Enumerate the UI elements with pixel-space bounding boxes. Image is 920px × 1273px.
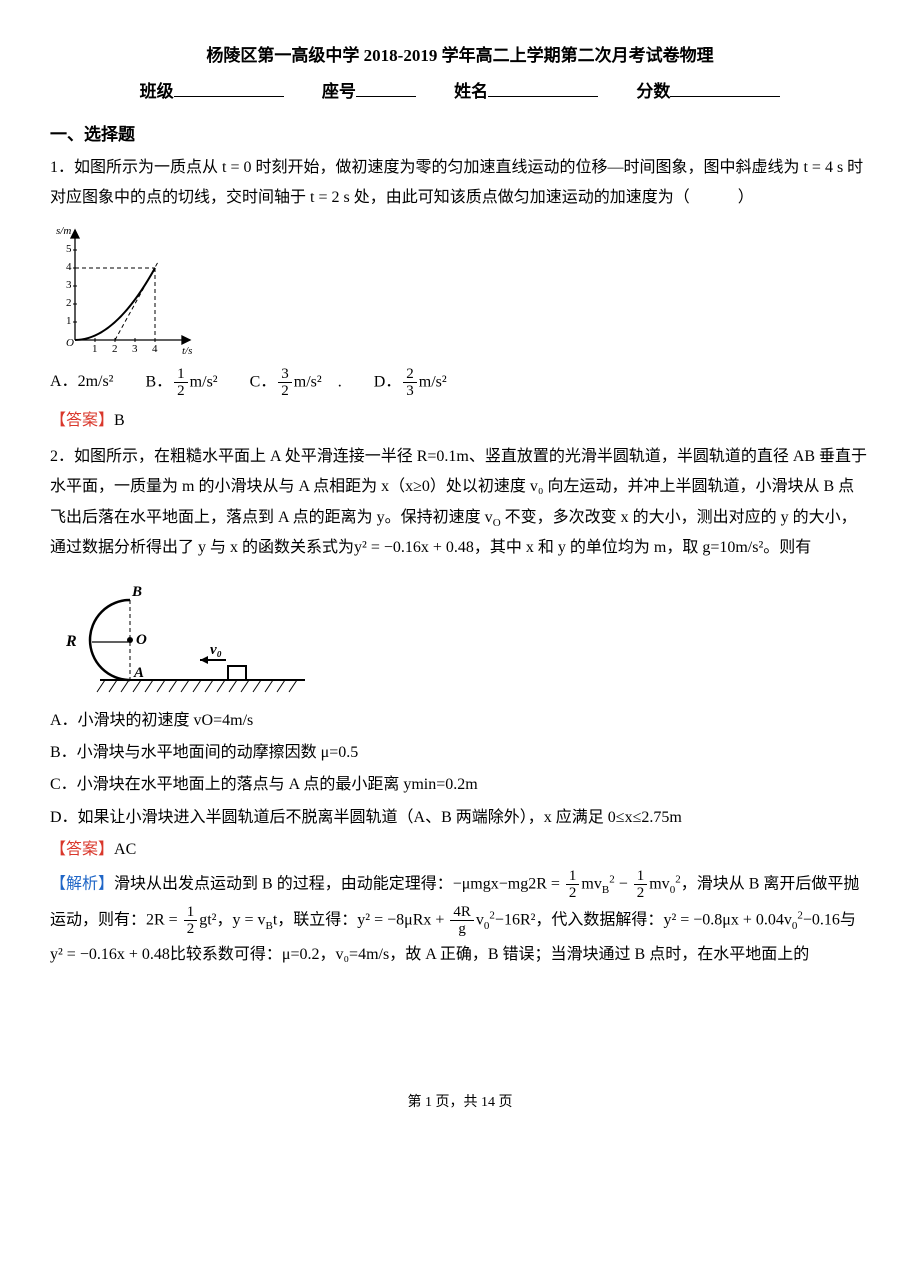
q2-a2d: 与 (840, 911, 856, 928)
frac-den: 2 (184, 921, 198, 938)
svg-text:t/s: t/s (182, 345, 192, 357)
frac-den: 2 (634, 885, 648, 902)
question-1: 1．如图所示为一质点从 t = 0 时刻开始，做初速度为零的匀加速直线运动的位移… (50, 153, 870, 436)
q1-c-num: 3 (278, 366, 292, 384)
svg-text:2: 2 (112, 343, 118, 355)
q2-a2b: ，y = v (216, 911, 265, 928)
name-blank (488, 79, 598, 97)
exam-title: 杨陵区第一高级中学 2018-2019 学年高二上学期第二次月考试卷物理 (50, 40, 870, 72)
sub-0: 0 (670, 883, 676, 895)
eqnum2: −0.16 (803, 911, 840, 928)
q1-b-den: 2 (174, 383, 188, 400)
svg-text:B: B (131, 584, 142, 600)
q2-a2c: ，代入数据解得： (535, 911, 663, 928)
sub-b2: B (265, 919, 272, 931)
q1-answer-value: B (114, 412, 125, 429)
q2-answer: 【答案】AC (50, 835, 870, 865)
q2-a3b: 比较系数可得：μ=0.2，v₀=4m/s，故 A 正确，B 错误；当滑块通过 B… (170, 946, 809, 963)
score-blank (670, 79, 780, 97)
svg-text:5: 5 (66, 243, 72, 255)
minus: − (615, 875, 632, 892)
name-label: 姓名 (454, 82, 488, 101)
svg-text:O: O (66, 337, 74, 349)
answer-label: 【答案】 (50, 412, 114, 429)
q2-number: 2． (50, 448, 74, 465)
section-heading: 一、选择题 (50, 119, 870, 151)
q2-analysis-line3: y² = −0.16x + 0.48比较系数可得：μ=0.2，v₀=4m/s，故… (50, 940, 870, 970)
svg-text:s/m: s/m (56, 225, 71, 237)
q2-figure: R B O A v₀ (50, 570, 310, 700)
q1-option-c: C．32m/s² . (250, 366, 342, 400)
svg-text:2: 2 (66, 297, 72, 309)
q1-number: 1． (50, 159, 74, 176)
q2-option-c: C．小滑块在水平地面上的落点与 A 点的最小距离 ymin=0.2m (50, 770, 870, 800)
seat-label: 座号 (322, 82, 356, 101)
q1-answer: 【答案】B (50, 406, 870, 436)
svg-text:1: 1 (92, 343, 98, 355)
q1-d-num: 2 (403, 366, 417, 384)
q2-text-1c: ，其中 x 和 y 的单位均为 m，取 g=10m/s²。则有 (474, 539, 811, 556)
q2-analysis-line2: 运动，则有：2R = 12gt²，y = vBt，联立得：y² = −8μRx … (50, 904, 870, 938)
analysis-label: 【解析】 (50, 875, 114, 892)
q2-v0-sub: O (493, 517, 501, 529)
score-label: 分数 (636, 82, 670, 101)
q2-answer-value: AC (114, 841, 136, 858)
q2-a3a: y² = −0.16x + 0.48 (50, 946, 170, 963)
q2-analysis-line1: 【解析】滑块从出发点运动到 B 的过程，由动能定理得：−μmgx−mg2R = … (50, 868, 870, 902)
eqy2b: v (476, 911, 484, 928)
q1-d-den: 3 (403, 383, 417, 400)
seat-blank (356, 79, 416, 97)
frac-den: 2 (566, 885, 580, 902)
q1-d-post: m/s² (419, 373, 447, 390)
sub-b: B (602, 883, 609, 895)
eqy2c: −16R² (495, 911, 536, 928)
svg-text:4: 4 (152, 343, 158, 355)
q2-a1b: ，滑块从 B 离开后做平抛 (681, 875, 860, 892)
q1-text: 如图所示为一质点从 t = 0 时刻开始，做初速度为零的匀加速直线运动的位移—时… (50, 159, 863, 206)
q1-option-a: A．2m/s² (50, 367, 113, 397)
frac-den: g (450, 921, 474, 938)
class-label: 班级 (140, 82, 174, 101)
question-2: 2．如图所示，在粗糙水平面上 A 处平滑连接一半径 R=0.1m、竖直放置的光滑… (50, 442, 870, 970)
class-blank (174, 79, 284, 97)
svg-text:v₀: v₀ (210, 642, 222, 658)
page-footer: 第 1 页，共 14 页 (50, 1090, 870, 1117)
sub-0b: 0 (484, 919, 490, 931)
eqy2a: y² = −8μRx + (357, 911, 448, 928)
q2-a2b2: t，联立得： (273, 911, 357, 928)
q1-c-post: m/s² . (294, 373, 342, 390)
q1-a-text: 2m/s² (78, 373, 114, 390)
q1-graph: s/m t/s O 1 2 3 4 5 1 2 3 4 (50, 220, 200, 360)
svg-text:R: R (65, 633, 77, 650)
q1-options: A．2m/s² B．12m/s² C．32m/s² . D．23m/s² (50, 366, 870, 400)
q2-a2a: 运动，则有：2R = (50, 911, 182, 928)
frac-num: 1 (634, 868, 648, 886)
q1-b-num: 1 (174, 366, 188, 384)
frac-num: 1 (184, 904, 198, 922)
q2-option-b: B．小滑块与水平地面间的动摩擦因数 μ=0.5 (50, 738, 870, 768)
svg-text:3: 3 (66, 279, 72, 291)
q1-c-den: 2 (278, 383, 292, 400)
eqnum: y² = −0.8μx + 0.04v (663, 911, 791, 928)
exam-meta: 班级 座号 姓名 分数 (50, 76, 870, 108)
svg-text:4: 4 (66, 261, 72, 273)
q1-option-b: B．12m/s² (145, 366, 217, 400)
svg-text:A: A (133, 665, 144, 681)
q2-eq1: y² = −0.16x + 0.48 (354, 539, 474, 556)
q2-option-d: D．如果让小滑块进入半圆轨道后不脱离半圆轨道（A、B 两端除外），x 应满足 0… (50, 803, 870, 833)
frac-num: 1 (566, 868, 580, 886)
mv0: mv (649, 875, 669, 892)
svg-text:1: 1 (66, 315, 72, 327)
gt2: gt² (199, 911, 216, 928)
q2-option-a: A．小滑块的初速度 vO=4m/s (50, 706, 870, 736)
answer-label: 【答案】 (50, 841, 114, 858)
q2-a1: 滑块从出发点运动到 B 的过程，由动能定理得：−μmgx−mg2R = (114, 875, 564, 892)
mv: mv (581, 875, 601, 892)
q1-b-post: m/s² (190, 373, 218, 390)
frac-num: 4R (450, 904, 474, 922)
q1-option-d: D．23m/s² (374, 366, 447, 400)
svg-text:O: O (136, 632, 147, 648)
sub-0c: 0 (792, 919, 798, 931)
svg-text:3: 3 (132, 343, 138, 355)
